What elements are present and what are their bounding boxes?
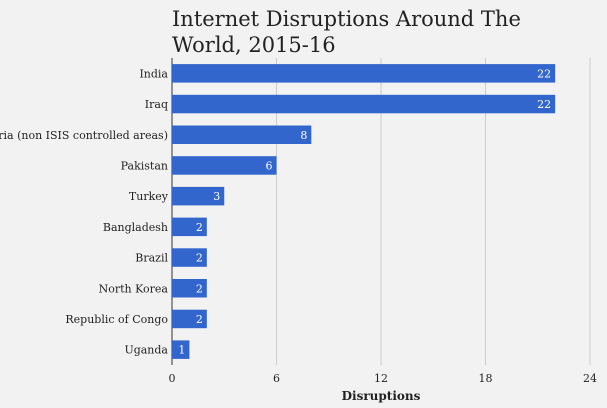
data-label: 22 bbox=[537, 98, 551, 111]
data-label: 2 bbox=[196, 221, 203, 234]
bar-iraq bbox=[172, 94, 556, 114]
category-label: Turkey bbox=[129, 190, 169, 203]
x-tick-label: 18 bbox=[479, 372, 493, 385]
bars bbox=[172, 64, 556, 359]
bar-north-korea bbox=[172, 279, 207, 298]
x-axis-title: Disruptions bbox=[342, 389, 421, 403]
bar-pakistan bbox=[172, 156, 277, 175]
x-tick-label: 0 bbox=[169, 372, 176, 385]
x-tick-label: 6 bbox=[273, 372, 280, 385]
x-tick-label: 24 bbox=[583, 372, 597, 385]
bar-syria-non-isis-controlled-areas bbox=[172, 125, 312, 144]
category-label: Bangladesh bbox=[103, 221, 168, 234]
data-label: 1 bbox=[178, 344, 185, 357]
data-label: 22 bbox=[537, 67, 551, 80]
bar-brazil bbox=[172, 248, 207, 267]
bar-india bbox=[172, 64, 556, 83]
data-label: 6 bbox=[266, 159, 273, 172]
category-label: Iraq bbox=[145, 98, 168, 111]
category-label: India bbox=[139, 67, 168, 80]
x-tick-label: 12 bbox=[374, 372, 388, 385]
data-label: 2 bbox=[196, 313, 203, 326]
bar-turkey bbox=[172, 186, 225, 206]
category-label: Pakistan bbox=[121, 159, 168, 172]
category-label: North Korea bbox=[99, 282, 169, 295]
category-label: Uganda bbox=[124, 344, 168, 357]
data-label: 2 bbox=[196, 282, 203, 295]
bar-bangladesh bbox=[172, 217, 207, 237]
category-label: Syria (non ISIS controlled areas) bbox=[0, 129, 168, 142]
bar-uganda bbox=[172, 340, 190, 359]
category-label: Republic of Congo bbox=[65, 313, 168, 326]
chart-title: Internet Disruptions Around The World, 2… bbox=[172, 7, 521, 57]
data-label: 8 bbox=[300, 129, 307, 142]
bar-republic-of-congo bbox=[172, 309, 207, 329]
category-label: Brazil bbox=[135, 252, 168, 265]
data-label: 2 bbox=[196, 252, 203, 265]
data-label: 3 bbox=[213, 190, 220, 203]
